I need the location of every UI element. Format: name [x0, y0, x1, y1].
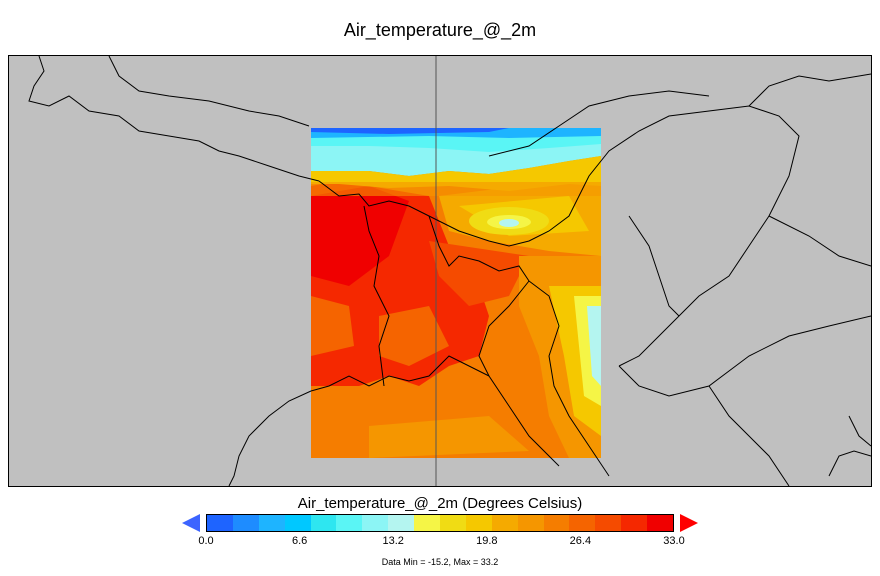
colorbar-cell [284, 515, 311, 531]
colorbar-cell [491, 515, 518, 531]
colorbar-cell [232, 515, 259, 531]
colorbar-over-arrow [680, 514, 698, 532]
colorbar-cell [414, 515, 441, 531]
colorbar-cell [647, 515, 674, 531]
colorbar-cell [517, 515, 544, 531]
colorbar-cell [440, 515, 466, 531]
country-borders [28, 56, 871, 486]
colorbar-cell [569, 515, 596, 531]
colorbar-cell [621, 515, 648, 531]
colorbar-tick-label: 26.4 [569, 535, 592, 547]
colorbar-tick-label: 6.6 [291, 535, 308, 547]
map-title: Air_temperature_@_2m [343, 20, 537, 40]
temperature-field [311, 128, 601, 458]
colorbar-cell [388, 515, 415, 531]
data-range-text: Data Min = -15.2, Max = 33.2 [381, 557, 499, 567]
map-canvas [28, 56, 871, 486]
colorbar [206, 514, 674, 532]
colorbar-title: Air_temperature_@_2m (Degrees Celsius) [297, 495, 583, 512]
colorbar-tick-label: 0.0 [198, 535, 214, 547]
colorbar-tick-label: 19.8 [476, 535, 498, 547]
colorbar-cell [595, 515, 622, 531]
colorbar-tick-label: 33.0 [663, 535, 685, 547]
colorbar-cell [465, 515, 492, 531]
colorbar-cell [362, 515, 389, 531]
colorbar-under-arrow [182, 514, 200, 532]
colorbar-cell [207, 515, 233, 531]
colorbar-cell [258, 515, 285, 531]
map-panel[interactable] [8, 55, 872, 487]
colorbar-cell [336, 515, 363, 531]
colorbar-tick-label: 13.2 [382, 535, 404, 547]
colorbar-cell [543, 515, 570, 531]
colorbar-cell [310, 515, 337, 531]
